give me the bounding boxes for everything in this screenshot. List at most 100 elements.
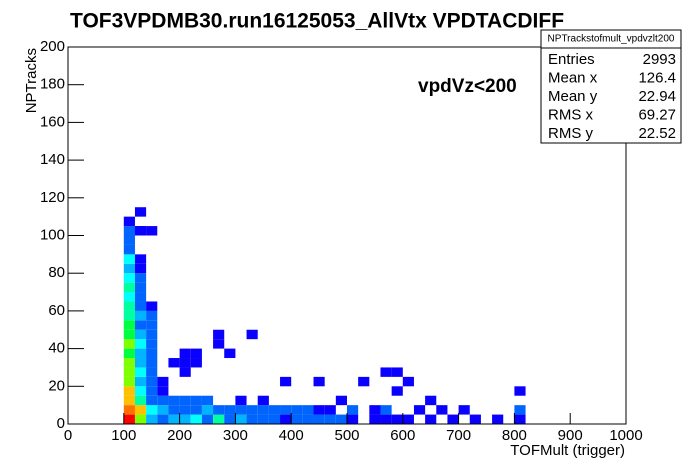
cell: [425, 395, 437, 406]
cell: [123, 244, 135, 255]
cell: [190, 405, 202, 415]
cell: [123, 395, 135, 406]
cell: [146, 414, 158, 424]
stats-value: 69.27: [638, 106, 676, 123]
x-tick-label: 800: [502, 427, 527, 444]
cell: [134, 263, 147, 274]
y-tick-label: 100: [40, 226, 65, 243]
cell: [347, 405, 359, 415]
stats-label: RMS y: [548, 125, 594, 142]
stats-name: NPTrackstofmult_vpdvzlt200: [548, 34, 675, 45]
cell: [268, 414, 281, 424]
cell: [313, 405, 325, 415]
y-tick-label: 0: [57, 415, 65, 432]
cell: [201, 414, 214, 424]
cell: [369, 405, 381, 415]
x-tick-label: 1000: [609, 427, 642, 444]
cell: [402, 414, 414, 424]
y-axis-label: NPTracks: [23, 48, 40, 113]
cell: [335, 395, 347, 406]
cell: [123, 216, 135, 227]
y-tick-label: 200: [40, 38, 65, 55]
cell: [123, 367, 135, 377]
annotation: vpdVz<200: [418, 76, 517, 97]
y-tick-label: 180: [40, 76, 65, 93]
cell: [391, 367, 403, 377]
cell: [146, 329, 158, 340]
cell: [123, 320, 135, 330]
cell: [302, 405, 314, 415]
x-tick-label: 400: [279, 427, 304, 444]
cell: [134, 254, 147, 264]
cell: [134, 329, 147, 340]
cell: [458, 405, 470, 415]
cell: [157, 395, 169, 406]
cell: [469, 414, 481, 424]
cell: [324, 414, 336, 424]
cell: [134, 376, 147, 387]
cell: [213, 339, 225, 349]
cell: [134, 348, 147, 359]
cell: [257, 395, 269, 406]
cell: [146, 367, 158, 377]
y-tick-label: 140: [40, 151, 65, 168]
cell: [380, 367, 392, 377]
cell: [447, 414, 459, 424]
cell: [146, 395, 158, 406]
cell: [123, 339, 135, 349]
cell: [291, 405, 303, 415]
cell: [134, 339, 147, 349]
cell: [492, 414, 504, 424]
cell: [291, 414, 303, 424]
cell: [213, 329, 225, 340]
y-tick-label: 20: [48, 377, 65, 394]
cell: [134, 226, 147, 236]
cell: [146, 405, 158, 415]
x-tick-label: 100: [111, 427, 136, 444]
cell: [134, 367, 147, 377]
cell: [146, 358, 158, 368]
cell: [347, 414, 359, 424]
stats-label: Mean y: [548, 88, 598, 105]
x-tick-label: 200: [167, 427, 192, 444]
cell: [369, 414, 381, 424]
x-axis-label: TOFMult (trigger): [510, 442, 625, 459]
cell: [146, 348, 158, 359]
cell: [335, 414, 347, 424]
cell: [123, 310, 135, 321]
cell: [246, 414, 258, 424]
cell: [514, 405, 526, 415]
cell: [157, 405, 169, 415]
cell: [146, 376, 158, 387]
cell: [358, 376, 370, 387]
cell: [213, 414, 225, 424]
cell: [123, 376, 135, 387]
cell: [134, 310, 147, 321]
cell: [268, 405, 281, 415]
cell: [280, 376, 292, 387]
cell: [134, 207, 147, 217]
cell: [179, 358, 191, 368]
cell: [413, 405, 426, 415]
cell: [280, 405, 292, 415]
cell: [190, 414, 202, 424]
cell: [224, 348, 236, 359]
cell: [514, 414, 526, 424]
stats-frame: [540, 29, 682, 144]
cell: [157, 376, 169, 387]
chart-title: TOF3VPDMB30.run16125053_AllVtx VPDTACDIF…: [70, 10, 564, 33]
cell: [235, 405, 247, 415]
cell: [257, 414, 269, 424]
cell: [134, 320, 147, 330]
cell: [380, 405, 392, 415]
cell: [123, 414, 135, 424]
cell: [179, 395, 191, 406]
y-tick-label: 80: [48, 264, 65, 281]
cell: [146, 339, 158, 349]
cell: [201, 405, 214, 415]
cell: [425, 414, 437, 424]
cell: [134, 414, 147, 424]
cell: [246, 329, 258, 340]
cell: [313, 376, 325, 387]
